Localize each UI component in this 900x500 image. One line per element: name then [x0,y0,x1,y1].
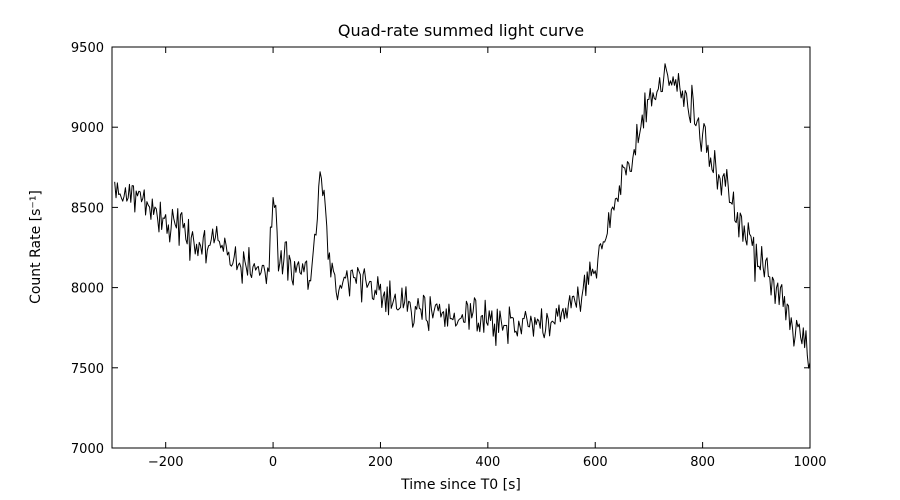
y-tick-label: 7000 [71,442,104,457]
chart-title: Quad-rate summed light curve [338,21,584,40]
x-tick-label: −200 [148,455,184,470]
x-tick-label: 400 [475,455,500,470]
x-axis-label: Time since T0 [s] [400,477,521,493]
plot-border [111,46,811,449]
y-tick-label: 7500 [71,362,104,377]
x-tick-label: 200 [368,455,393,470]
y-tick-label: 8000 [71,282,104,297]
x-tick-label: 0 [269,455,277,470]
line-series [114,63,810,369]
y-axis-label: Count Rate [s⁻¹] [28,190,44,304]
x-tick-label: 800 [690,455,715,470]
y-tick-label: 8500 [71,201,104,216]
y-tick-label: 9500 [71,41,104,56]
x-tick-label: 1000 [793,455,826,470]
y-tick-label: 9000 [71,121,104,136]
axis-ticks [112,46,811,449]
axis-tick-labels: −200 0 200 400 600 800 1000 7000 7500 8000 8500 900… [71,41,827,470]
x-tick-label: 600 [583,455,608,470]
